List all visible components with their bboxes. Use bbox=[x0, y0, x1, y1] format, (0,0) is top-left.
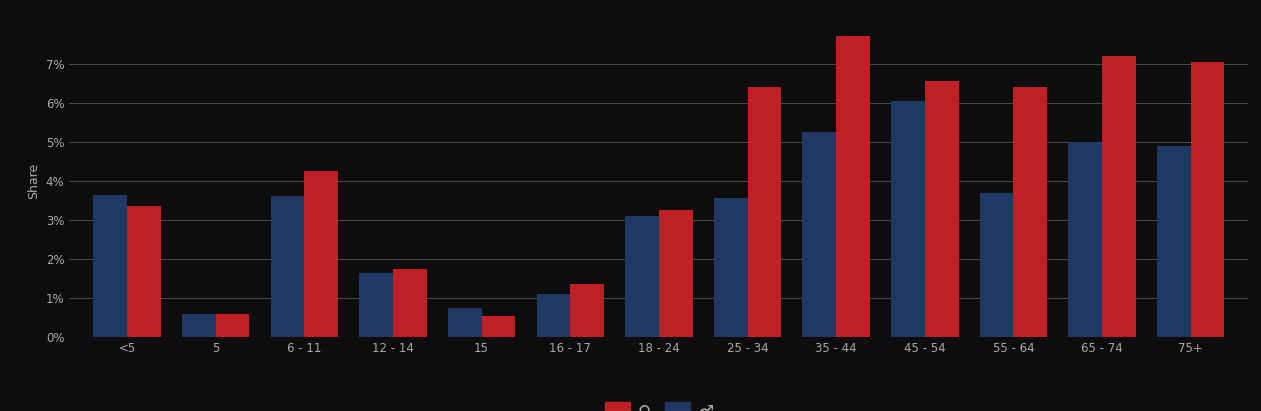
Bar bbox=[304, 171, 338, 337]
Bar bbox=[660, 210, 692, 337]
Bar bbox=[980, 192, 1014, 337]
Bar bbox=[714, 199, 748, 337]
Bar bbox=[836, 37, 870, 337]
Bar bbox=[216, 314, 250, 337]
Bar bbox=[570, 284, 604, 337]
Bar bbox=[1190, 62, 1224, 337]
Bar bbox=[1068, 142, 1102, 337]
Bar bbox=[393, 269, 426, 337]
Bar bbox=[127, 206, 160, 337]
Bar bbox=[93, 194, 127, 337]
Bar bbox=[924, 81, 958, 337]
Bar bbox=[748, 87, 782, 337]
Bar bbox=[271, 196, 304, 337]
Bar bbox=[892, 101, 924, 337]
Bar bbox=[1014, 87, 1047, 337]
Bar bbox=[802, 132, 836, 337]
Bar bbox=[448, 308, 482, 337]
Bar bbox=[482, 316, 516, 337]
Y-axis label: Share: Share bbox=[28, 163, 40, 199]
Bar bbox=[1158, 146, 1190, 337]
Bar bbox=[359, 272, 393, 337]
Bar bbox=[1102, 56, 1136, 337]
Bar bbox=[536, 294, 570, 337]
Bar bbox=[182, 314, 216, 337]
Bar bbox=[625, 216, 658, 337]
